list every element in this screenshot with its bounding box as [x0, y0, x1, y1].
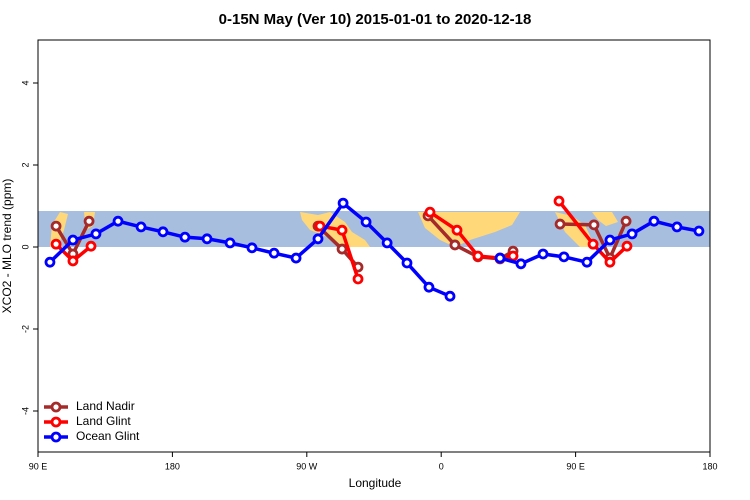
point	[381, 237, 393, 249]
y-tick-label: 0	[20, 244, 30, 249]
point	[268, 247, 280, 259]
point	[44, 256, 56, 268]
point	[553, 195, 565, 207]
point	[85, 240, 97, 252]
point	[621, 240, 633, 252]
point	[626, 228, 638, 240]
x-tick-label: 90 E	[29, 461, 48, 471]
point	[67, 255, 79, 267]
legend-marker	[50, 431, 62, 443]
x-tick-label: 90 E	[566, 461, 585, 471]
plot-frame	[37, 39, 711, 453]
point	[693, 225, 705, 237]
point	[224, 237, 236, 249]
y-tick-label: 4	[20, 80, 30, 85]
legend-label: Land Glint	[76, 414, 131, 428]
point	[648, 215, 660, 227]
y-tick-label: -4	[20, 407, 30, 415]
point	[201, 233, 213, 245]
point	[50, 238, 62, 250]
point	[515, 258, 527, 270]
legend-marker	[50, 416, 62, 428]
point	[494, 252, 506, 264]
point	[157, 226, 169, 238]
point	[588, 219, 600, 231]
legend-label: Land Nadir	[76, 399, 135, 413]
point	[90, 228, 102, 240]
land	[592, 212, 618, 226]
point	[444, 290, 456, 302]
point	[360, 216, 372, 228]
point	[246, 242, 258, 254]
x-tick-label: 0	[439, 461, 444, 471]
point	[336, 224, 348, 236]
point	[424, 206, 436, 218]
point	[581, 256, 593, 268]
point	[112, 215, 124, 227]
point	[50, 220, 62, 232]
y-axis-label: XCO2 - MLO trend (ppm)	[0, 179, 14, 314]
point	[67, 234, 79, 246]
point	[451, 224, 463, 236]
point	[312, 233, 324, 245]
x-axis-label: Longitude	[349, 476, 402, 490]
point	[314, 220, 326, 232]
point	[472, 250, 484, 262]
point	[336, 243, 348, 255]
point	[135, 221, 147, 233]
chart-title: 0-15N May (Ver 10) 2015-01-01 to 2020-12…	[219, 11, 532, 28]
point	[449, 239, 461, 251]
point	[423, 281, 435, 293]
point	[179, 231, 191, 243]
point	[671, 221, 683, 233]
point	[554, 218, 566, 230]
y-tick-label: 2	[20, 162, 30, 167]
legend-marker	[50, 401, 62, 413]
point	[604, 256, 616, 268]
land	[555, 212, 595, 247]
y-tick-label: -2	[20, 325, 30, 333]
x-tick-label: 180	[165, 461, 180, 471]
legend-label: Ocean Glint	[76, 429, 140, 443]
point	[507, 250, 519, 262]
x-tick-label: 90 W	[296, 461, 318, 471]
point	[337, 197, 349, 209]
x-tick-label: 180	[702, 461, 717, 471]
point	[401, 257, 413, 269]
point	[620, 215, 632, 227]
point	[290, 252, 302, 264]
point	[558, 251, 570, 263]
point	[537, 248, 549, 260]
point	[352, 273, 364, 285]
point	[604, 234, 616, 246]
point	[587, 238, 599, 250]
point	[83, 215, 95, 227]
